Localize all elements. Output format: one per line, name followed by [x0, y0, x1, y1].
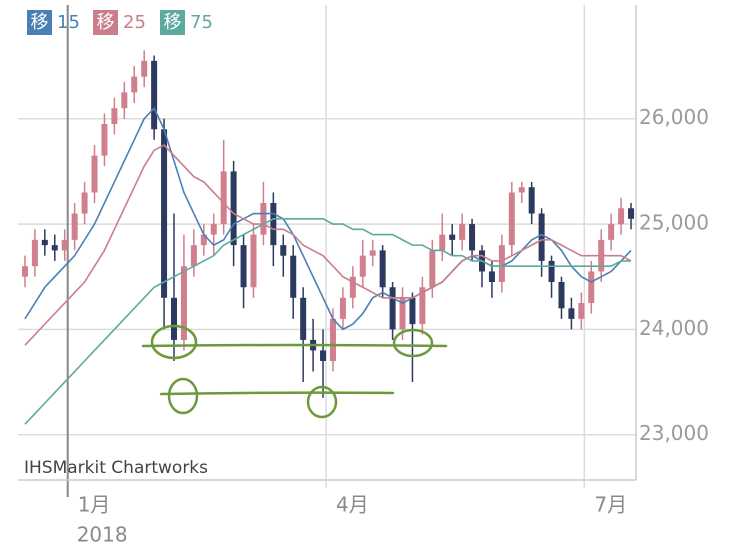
candle-body	[21, 266, 28, 277]
candle-body	[121, 92, 128, 109]
candle-body	[389, 287, 396, 330]
candle-body	[190, 245, 197, 267]
candle-body	[41, 239, 48, 246]
candle-body	[300, 297, 307, 340]
candle-body	[508, 192, 515, 246]
candle-body	[608, 224, 615, 240]
x-tick-label: 1月	[78, 493, 111, 517]
candle-body	[51, 245, 58, 251]
candle-body	[171, 297, 177, 340]
candle-body	[528, 187, 535, 214]
candle-body	[538, 213, 545, 261]
candle-body	[220, 171, 227, 225]
y-tick-label: 23,000	[639, 421, 709, 445]
legend: 移 15 移 25 移 75	[27, 10, 213, 35]
annotation-circle	[150, 324, 198, 360]
candle-body	[250, 234, 257, 288]
x-tick-label: 7月	[594, 493, 627, 517]
candle-body	[628, 208, 635, 219]
candle-body	[329, 318, 336, 361]
candle-body	[399, 297, 406, 330]
candle-body	[101, 124, 108, 156]
candle-body	[260, 203, 267, 235]
candle-body	[379, 250, 386, 288]
candle-body	[449, 234, 456, 240]
candle-body	[488, 271, 495, 282]
annotation-circle	[306, 385, 338, 419]
legend-label: 25	[123, 12, 146, 33]
candle-body	[548, 260, 555, 282]
candle-body	[439, 234, 446, 251]
y-tick-label: 25,000	[639, 211, 709, 235]
grid	[18, 5, 637, 497]
legend-swatch	[93, 10, 118, 35]
moving-average-line	[24, 144, 632, 346]
legend-prefix: 移	[97, 12, 115, 33]
candle-body	[409, 297, 416, 325]
y-tick-label: 26,000	[639, 105, 709, 129]
candle-body	[240, 245, 247, 288]
x-tick-label: 4月	[336, 493, 369, 517]
candle-body	[459, 224, 466, 240]
candle-body	[578, 303, 585, 319]
candle-body	[558, 281, 565, 309]
candle-body	[81, 192, 88, 214]
candle-body	[290, 255, 297, 298]
candle-body	[518, 187, 525, 193]
candle-body	[419, 287, 426, 325]
candle-body	[339, 297, 346, 319]
moving-average-line	[24, 218, 632, 425]
candle-body	[568, 308, 575, 319]
legend-prefix: 移	[164, 12, 182, 33]
y-tick-label: 24,000	[639, 316, 709, 340]
candle-body	[180, 266, 187, 340]
year-label: 2018	[77, 523, 128, 547]
candle-body	[151, 60, 158, 130]
candle-body	[588, 271, 595, 304]
candle-body	[280, 245, 287, 256]
candle-body	[230, 171, 237, 246]
candle-body	[469, 224, 476, 251]
annotation-circle	[392, 328, 434, 358]
candle-body	[31, 239, 38, 267]
candle-body	[618, 208, 625, 225]
annotation-circle	[167, 377, 199, 415]
hand-annotations	[141, 324, 448, 419]
legend-label: 15	[57, 12, 80, 33]
candle-body	[61, 239, 68, 251]
legend-label: 75	[190, 12, 213, 33]
candle-body	[210, 224, 217, 235]
annotation-line	[159, 391, 395, 396]
candle-body	[111, 108, 118, 125]
candle-body	[141, 60, 148, 77]
plot	[21, 50, 635, 425]
legend-prefix: 移	[31, 12, 49, 33]
candle-body	[131, 76, 138, 93]
candle-body	[91, 155, 98, 193]
candle-body	[320, 350, 327, 361]
candle-body	[161, 129, 168, 298]
candle-body	[270, 203, 277, 246]
candle-body	[429, 250, 436, 288]
candle-body	[498, 245, 505, 282]
legend-swatch	[160, 10, 185, 35]
moving-average-line	[24, 106, 632, 331]
candle-body	[359, 255, 366, 277]
candle-body	[369, 250, 376, 256]
legend-swatch	[27, 10, 52, 35]
candle-body	[71, 213, 78, 240]
watermark: IHSMarkit Chartworks	[24, 458, 208, 478]
candle-body	[349, 276, 356, 298]
annotation-line	[141, 343, 448, 348]
candle-body	[200, 234, 207, 246]
